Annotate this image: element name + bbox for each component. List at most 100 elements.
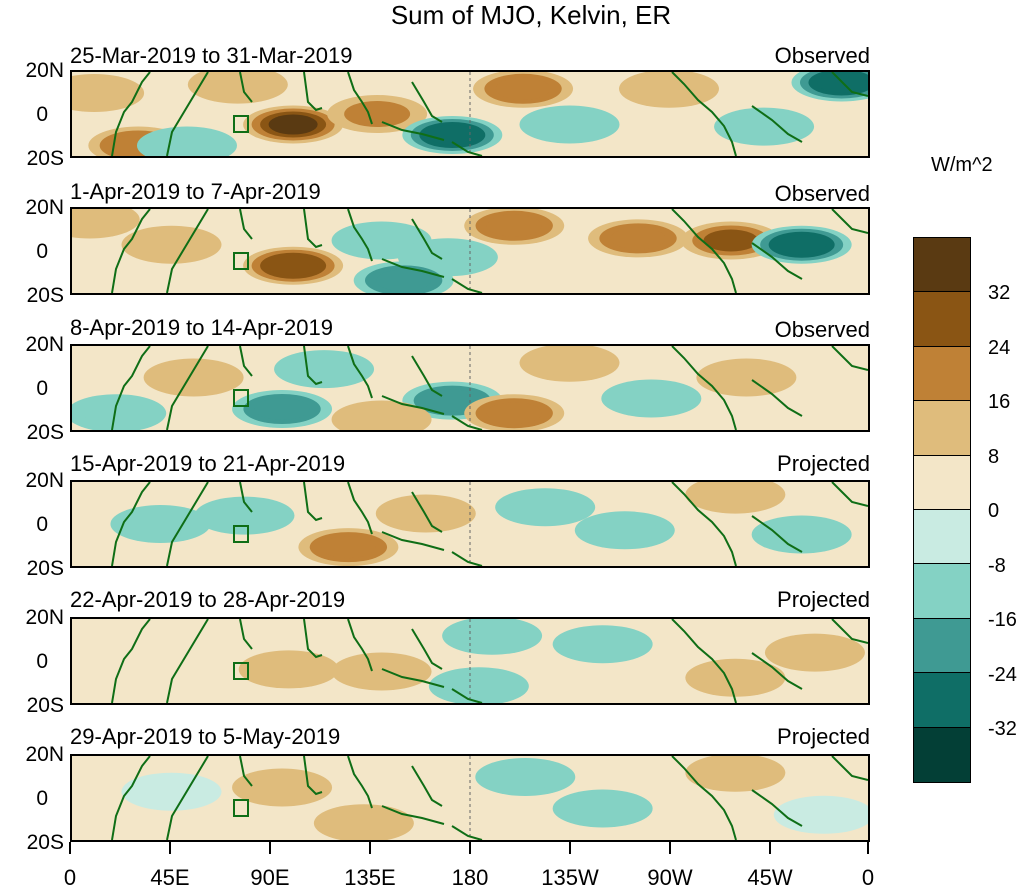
anomaly-contour <box>495 77 551 100</box>
x-tick-mark <box>69 842 71 854</box>
map-panel-2-svg <box>72 209 868 293</box>
lat-20s-label: 20S <box>26 831 64 854</box>
anomaly-contour <box>254 398 310 420</box>
anomaly-contour <box>344 101 411 127</box>
anomaly-contour <box>536 111 603 138</box>
coastline <box>239 346 253 377</box>
anomaly-contour <box>713 364 780 391</box>
lat-0-label: 0 <box>36 240 48 263</box>
coastline <box>671 209 737 293</box>
anomaly-contour <box>445 673 512 700</box>
lat-0-label: 0 <box>36 377 48 400</box>
colorbar-label-neg32: -32 <box>988 718 1017 740</box>
coastline <box>111 346 151 430</box>
anomaly-contour <box>781 639 848 666</box>
coastline <box>451 688 483 703</box>
coastline <box>111 756 151 840</box>
colorbar-swatch <box>914 401 970 456</box>
x-tick-90w: 90W <box>647 865 693 890</box>
colorbar-swatch <box>914 238 970 293</box>
map-panel-2 <box>70 207 870 295</box>
island-outline <box>233 389 249 407</box>
anomaly-contour <box>72 80 128 106</box>
colorbar-label-32: 32 <box>988 282 1011 304</box>
map-panel-1 <box>70 70 870 158</box>
map-panel-6 <box>70 754 870 842</box>
anomaly-contour <box>121 772 222 811</box>
x-tick-135e: 135E <box>344 865 396 890</box>
anomaly-contour <box>211 502 278 529</box>
anomaly-contour <box>291 356 358 383</box>
anomaly-contour <box>777 234 827 255</box>
anomaly-contour <box>127 511 194 537</box>
anomaly-contour <box>618 385 685 412</box>
colorbar-swatch <box>914 673 970 728</box>
panel-1-period: 25-Mar-2019 to 31-Mar-2019 <box>70 43 353 68</box>
anomaly-contour <box>536 349 603 376</box>
coastline <box>451 825 483 840</box>
panel-2-period: 1-Apr-2019 to 7-Apr-2019 <box>70 179 321 204</box>
coastline <box>671 72 737 156</box>
coastline <box>166 72 209 156</box>
coastline <box>111 209 151 293</box>
coastline <box>831 756 868 781</box>
lat-20s-label: 20S <box>26 284 64 307</box>
anomaly-contour <box>512 494 579 521</box>
map-panel-4 <box>70 480 870 568</box>
x-tick-mark <box>369 842 371 854</box>
coastline <box>303 482 323 522</box>
coastline <box>381 258 445 278</box>
anomaly-contour <box>348 658 415 685</box>
anomaly-contour <box>204 72 271 98</box>
anomaly-contour <box>569 631 636 658</box>
x-tick-mark <box>669 842 671 854</box>
coastline <box>347 482 373 535</box>
coastline <box>303 346 323 386</box>
map-panel-6-svg <box>111 756 868 840</box>
map-panel-4-svg <box>110 482 868 566</box>
coastline <box>347 209 373 262</box>
anomaly-contour <box>348 406 415 430</box>
coastline <box>239 72 253 103</box>
anomaly-contour <box>72 209 123 233</box>
coastline <box>166 209 209 293</box>
coastline <box>751 515 803 553</box>
coastline <box>239 619 253 650</box>
colorbar-label-neg24: -24 <box>988 664 1017 686</box>
anomaly-contour <box>330 810 397 837</box>
coastline <box>239 209 253 240</box>
anomaly-contour <box>703 229 759 252</box>
anomaly-contour <box>459 622 526 649</box>
colorbar-swatch <box>914 346 970 402</box>
lat-20n-label: 20N <box>25 606 64 629</box>
anomaly-contour <box>249 774 316 801</box>
panel-3-period: 8-Apr-2019 to 14-Apr-2019 <box>70 315 333 340</box>
panel-3-status: Observed <box>774 317 870 342</box>
panel-5-status: Projected <box>777 587 870 612</box>
island-outline <box>233 252 249 270</box>
coastline <box>451 551 483 566</box>
coastline <box>751 789 803 827</box>
anomaly-contour <box>702 664 769 691</box>
coastline <box>411 628 443 670</box>
x-tick-mark <box>867 842 869 854</box>
colorbar-label-neg8: -8 <box>988 555 1006 577</box>
coastline <box>671 346 737 430</box>
coastline <box>166 756 209 840</box>
x-tick-mark <box>469 842 471 854</box>
lat-0-label: 0 <box>36 787 48 810</box>
island-outline <box>233 662 249 680</box>
panel-2-status: Observed <box>774 181 870 206</box>
anomaly-contour <box>610 227 666 250</box>
anomaly-contour <box>773 795 868 834</box>
coastline <box>831 346 868 371</box>
panel-4-period: 15-Apr-2019 to 21-Apr-2019 <box>70 451 346 476</box>
anomaly-contour <box>427 125 477 145</box>
coastline <box>751 105 803 143</box>
lat-20n-label: 20N <box>25 469 64 492</box>
anomaly-contour <box>268 114 318 135</box>
coastline <box>239 482 253 513</box>
coastline <box>751 379 803 417</box>
lat-20s-label: 20S <box>26 421 64 444</box>
anomaly-contour <box>376 269 431 292</box>
